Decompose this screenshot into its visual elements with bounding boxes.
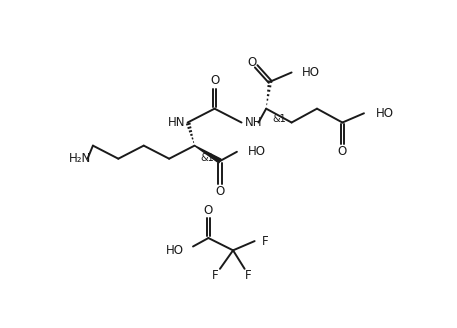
Text: &1: &1 [272,114,286,124]
Text: O: O [247,56,256,69]
Text: O: O [204,204,213,217]
Text: &1: &1 [201,153,214,163]
Text: HO: HO [166,244,184,257]
Text: F: F [245,269,252,282]
Text: F: F [262,235,269,248]
Text: NH: NH [244,116,262,129]
Text: H₂N: H₂N [69,152,91,165]
Text: HO: HO [376,107,394,120]
Text: HO: HO [303,66,320,79]
Text: O: O [338,145,347,158]
Text: HN: HN [168,116,186,129]
Text: HO: HO [248,145,266,158]
Text: O: O [210,74,219,88]
Polygon shape [195,146,221,163]
Text: O: O [215,185,224,198]
Text: F: F [212,269,218,282]
